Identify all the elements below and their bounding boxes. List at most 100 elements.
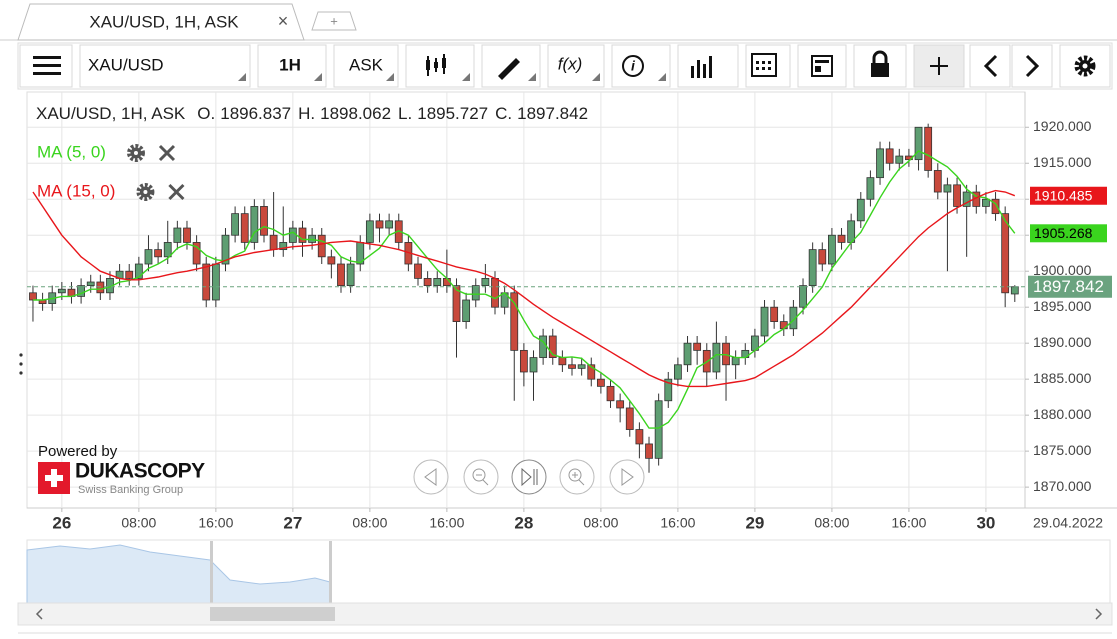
crosshair-button[interactable] xyxy=(913,44,965,88)
candle-body xyxy=(134,263,143,279)
candle-body xyxy=(953,184,961,207)
candle-body xyxy=(154,249,163,258)
candle-body xyxy=(539,335,548,358)
low-prefix: L. xyxy=(398,104,412,123)
candle-body xyxy=(943,184,952,193)
candle-body xyxy=(346,263,355,287)
candle-body xyxy=(96,281,105,294)
candle-body xyxy=(991,198,1000,215)
candle-body xyxy=(933,170,942,193)
candle-body xyxy=(125,270,134,279)
date-label: 29.04.2022 xyxy=(1033,515,1103,531)
candle-body xyxy=(876,148,884,179)
scroll-right[interactable] xyxy=(609,459,645,495)
candle-body xyxy=(77,285,85,297)
news-button[interactable] xyxy=(797,44,847,88)
period-select[interactable] xyxy=(257,44,327,88)
candle-body xyxy=(779,321,788,330)
candle-body xyxy=(202,263,211,301)
menu-button[interactable] xyxy=(19,44,73,88)
chart-type-button[interactable] xyxy=(405,44,475,88)
candle-body xyxy=(221,234,230,265)
x-tick-label: 08:00 xyxy=(814,515,849,531)
gear-hole xyxy=(133,151,138,155)
candle-body xyxy=(327,256,336,265)
gear-teeth xyxy=(136,183,155,201)
candle-body xyxy=(645,443,653,459)
candle-body xyxy=(808,249,817,287)
indicator-remove[interactable] xyxy=(168,183,185,201)
candle-body xyxy=(587,364,596,380)
info-button[interactable] xyxy=(611,44,671,88)
scroll-right-arrow[interactable] xyxy=(1095,608,1103,620)
lock-button[interactable] xyxy=(853,44,907,88)
moving-average xyxy=(33,150,1016,429)
close-price: 1897.842 xyxy=(1033,277,1104,296)
x-tick-label: 29 xyxy=(745,513,764,532)
scrollbar-thumb[interactable] xyxy=(210,607,335,621)
volume-button[interactable] xyxy=(677,44,739,88)
candle-body xyxy=(529,357,538,373)
indicator-settings[interactable] xyxy=(126,144,145,162)
add-tab[interactable] xyxy=(311,11,357,31)
zoom-in[interactable] xyxy=(559,459,595,495)
y-tick-label: 1870.000 xyxy=(1033,478,1092,494)
candle-body xyxy=(231,213,240,236)
x-tick-label: 16:00 xyxy=(891,515,926,531)
navigator-handle[interactable] xyxy=(210,541,213,603)
function-label: f(x) xyxy=(558,54,583,73)
marks xyxy=(27,123,1025,473)
candle-body xyxy=(616,400,625,409)
candle-body xyxy=(625,407,634,430)
brand-tagline: Swiss Banking Group xyxy=(78,484,183,496)
candle-body xyxy=(298,227,307,243)
calendar-button[interactable] xyxy=(745,44,791,88)
scroll-left[interactable] xyxy=(413,459,449,495)
indicator-name: MA (15, 0) xyxy=(37,181,115,200)
instrument-select[interactable] xyxy=(79,44,251,88)
indicators-button[interactable] xyxy=(547,44,605,88)
moving-average xyxy=(32,189,1016,388)
go-latest[interactable] xyxy=(511,459,547,495)
candle-body xyxy=(183,227,191,243)
candle-body xyxy=(163,242,172,258)
zoom-out[interactable] xyxy=(463,459,499,495)
draw-button[interactable] xyxy=(481,44,541,88)
indicator-price-box xyxy=(1030,224,1107,243)
tab[interactable] xyxy=(17,3,305,41)
indicator-name: MA (5, 0) xyxy=(37,142,106,161)
indicator-settings[interactable] xyxy=(136,183,155,201)
x-tick-label: 30 xyxy=(976,513,995,532)
scroll-left-arrow[interactable] xyxy=(35,608,43,620)
navigator-handle[interactable] xyxy=(329,541,332,603)
x-tick-label: 16:00 xyxy=(198,515,233,531)
side-select[interactable] xyxy=(333,44,399,88)
candle-body xyxy=(57,288,66,294)
candle-body xyxy=(866,177,875,200)
tab-close[interactable]: × xyxy=(278,11,289,31)
candle-body xyxy=(693,342,702,351)
candle-body xyxy=(799,285,807,308)
x-tick-label: 28 xyxy=(514,513,533,532)
y-tick-label: 1920.000 xyxy=(1033,118,1092,134)
side: ASK xyxy=(349,55,384,74)
candle-body xyxy=(491,278,499,308)
candle-body xyxy=(423,278,432,287)
candle-body xyxy=(173,227,182,243)
info-label: i xyxy=(631,58,636,74)
candle-body xyxy=(914,126,923,161)
next-button[interactable] xyxy=(1011,44,1053,88)
candle-body xyxy=(240,213,249,243)
y-tick-label: 1900.000 xyxy=(1033,262,1092,278)
indicator-remove[interactable] xyxy=(158,144,176,162)
x-tick-label: 16:00 xyxy=(660,515,695,531)
close-value: 1897.842 xyxy=(517,104,588,123)
candle-body xyxy=(481,278,490,287)
high-prefix: H. xyxy=(298,104,315,123)
y-tick-label: 1875.000 xyxy=(1033,442,1092,458)
previous-button[interactable] xyxy=(969,44,1011,88)
open-value: 1896.837 xyxy=(220,104,291,123)
settings-button[interactable] xyxy=(1059,44,1111,88)
axes: 1870.000 1875.000 1880.000 1885.000 1890.000… xyxy=(52,118,1112,532)
drag-handle[interactable] xyxy=(19,353,23,375)
